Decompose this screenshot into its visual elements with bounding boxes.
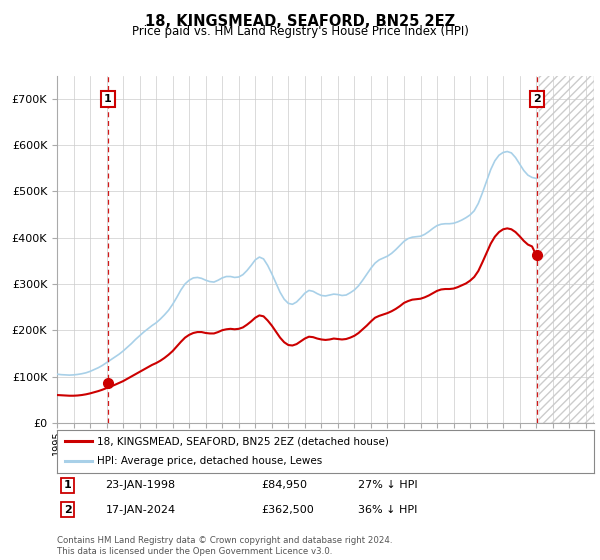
- Text: HPI: Average price, detached house, Lewes: HPI: Average price, detached house, Lewe…: [97, 456, 323, 466]
- Text: £362,500: £362,500: [261, 505, 314, 515]
- Text: 2: 2: [64, 505, 71, 515]
- Text: 18, KINGSMEAD, SEAFORD, BN25 2EZ (detached house): 18, KINGSMEAD, SEAFORD, BN25 2EZ (detach…: [97, 436, 389, 446]
- Text: 36% ↓ HPI: 36% ↓ HPI: [358, 505, 417, 515]
- Text: 18, KINGSMEAD, SEAFORD, BN25 2EZ: 18, KINGSMEAD, SEAFORD, BN25 2EZ: [145, 14, 455, 29]
- Text: 23-JAN-1998: 23-JAN-1998: [106, 480, 175, 490]
- Text: 1: 1: [64, 480, 71, 490]
- Text: £84,950: £84,950: [261, 480, 307, 490]
- Text: 2: 2: [533, 94, 541, 104]
- Text: 27% ↓ HPI: 27% ↓ HPI: [358, 480, 418, 490]
- Text: Contains HM Land Registry data © Crown copyright and database right 2024.
This d: Contains HM Land Registry data © Crown c…: [57, 536, 392, 556]
- Text: 17-JAN-2024: 17-JAN-2024: [106, 505, 175, 515]
- Text: Price paid vs. HM Land Registry's House Price Index (HPI): Price paid vs. HM Land Registry's House …: [131, 25, 469, 38]
- Text: 1: 1: [104, 94, 112, 104]
